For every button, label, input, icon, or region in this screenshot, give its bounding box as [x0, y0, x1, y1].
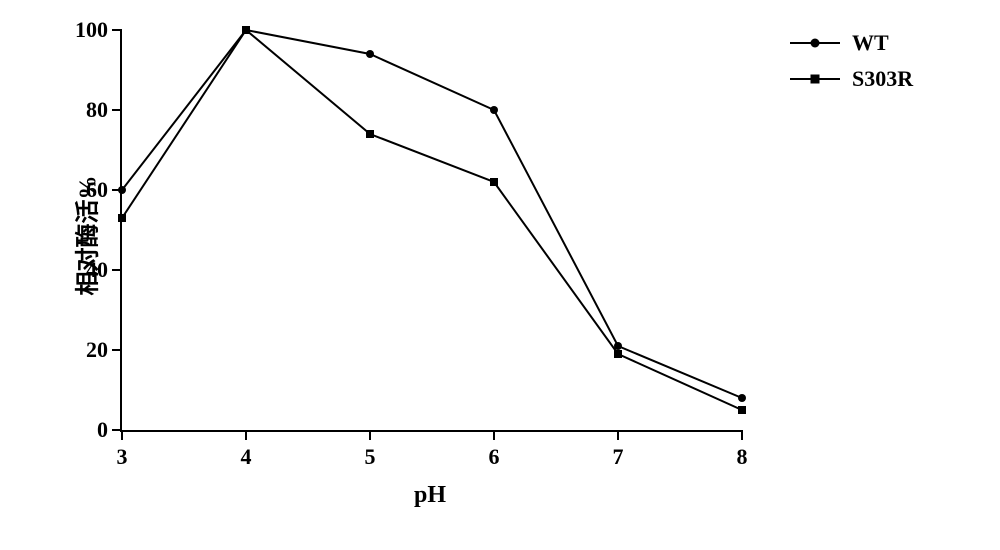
chart-container: 020406080100345678 相对酶活% pH WT S303R	[0, 0, 1000, 550]
legend-label: S303R	[852, 66, 913, 92]
x-tick-label: 5	[365, 444, 376, 470]
marker-S303R	[366, 130, 374, 138]
y-tick	[112, 109, 122, 112]
y-tick	[112, 349, 122, 352]
x-tick	[245, 430, 248, 440]
legend-marker-icon	[811, 39, 820, 48]
y-tick	[112, 269, 122, 272]
legend-marker-icon	[811, 75, 820, 84]
y-tick-label: 20	[86, 337, 108, 363]
y-tick-label: 0	[97, 417, 108, 443]
marker-S303R	[118, 214, 126, 222]
series-line-WT	[122, 30, 742, 398]
legend-label: WT	[852, 30, 889, 56]
chart-svg	[122, 30, 742, 430]
x-tick	[741, 430, 744, 440]
y-tick	[112, 189, 122, 192]
x-tick	[493, 430, 496, 440]
x-tick-label: 4	[241, 444, 252, 470]
y-axis-title: 相对酶活%	[68, 176, 103, 296]
legend-item-S303R: S303R	[790, 66, 913, 92]
marker-WT	[490, 106, 498, 114]
x-axis-title: pH	[414, 482, 446, 509]
marker-S303R	[242, 26, 250, 34]
legend-item-WT: WT	[790, 30, 913, 56]
x-tick	[617, 430, 620, 440]
marker-WT	[738, 394, 746, 402]
marker-S303R	[738, 406, 746, 414]
x-tick-label: 6	[489, 444, 500, 470]
y-tick-label: 80	[86, 97, 108, 123]
y-tick	[112, 29, 122, 32]
legend: WT S303R	[790, 30, 913, 102]
marker-S303R	[490, 178, 498, 186]
x-tick-label: 3	[117, 444, 128, 470]
y-tick-label: 100	[75, 17, 108, 43]
marker-S303R	[614, 350, 622, 358]
x-tick	[369, 430, 372, 440]
x-tick-label: 8	[737, 444, 748, 470]
series-line-S303R	[122, 30, 742, 410]
legend-line-icon	[790, 42, 840, 44]
x-tick	[121, 430, 124, 440]
legend-line-icon	[790, 78, 840, 80]
marker-WT	[366, 50, 374, 58]
x-tick-label: 7	[613, 444, 624, 470]
plot-area: 020406080100345678	[120, 30, 742, 432]
